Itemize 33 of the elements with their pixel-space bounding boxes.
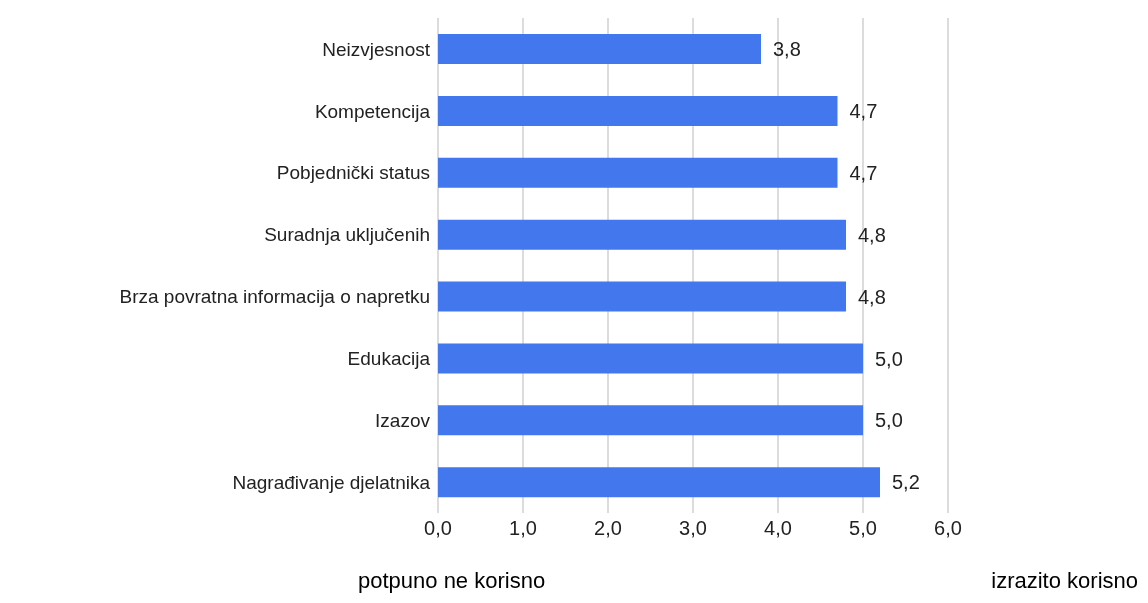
bar bbox=[438, 343, 863, 374]
data-label: 4,7 bbox=[849, 100, 878, 123]
bar bbox=[438, 281, 846, 312]
y-tick-label: Kompetencija bbox=[314, 100, 431, 122]
y-tick-label: Neizvjesnost bbox=[322, 38, 431, 60]
x-tick-label: 6,0 bbox=[934, 517, 962, 540]
data-label: 4,8 bbox=[858, 223, 886, 246]
x-tick-label: 5,0 bbox=[849, 517, 877, 540]
bar bbox=[438, 467, 880, 498]
x-tick-label: 1,0 bbox=[509, 517, 537, 540]
y-tick-label: Nagrađivanje djelatnika bbox=[232, 471, 431, 493]
data-label: 3,8 bbox=[773, 38, 801, 61]
x-tick-label: 2,0 bbox=[594, 517, 622, 540]
y-tick-label: Pobjednički status bbox=[276, 162, 430, 184]
x-tick-label: 4,0 bbox=[764, 517, 792, 540]
data-label: 5,0 bbox=[875, 347, 903, 370]
x-tick-label: 3,0 bbox=[679, 517, 707, 540]
data-label: 4,8 bbox=[858, 285, 886, 308]
y-tick-label: Edukacija bbox=[347, 348, 431, 370]
data-label: 4,7 bbox=[849, 161, 878, 184]
data-label: 5,2 bbox=[892, 471, 920, 494]
bar bbox=[438, 405, 863, 436]
bar bbox=[438, 34, 761, 65]
y-tick-label: Brza povratna informacija o napretku bbox=[119, 286, 430, 308]
data-label: 5,0 bbox=[875, 409, 903, 432]
text: izrazito korisno bbox=[991, 568, 1138, 594]
bar bbox=[438, 95, 838, 126]
bar bbox=[438, 157, 838, 188]
text: potpuno ne korisno bbox=[358, 568, 546, 594]
x-tick-label: 0,0 bbox=[424, 517, 452, 540]
bar bbox=[438, 219, 846, 250]
y-tick-label: Suradnja uključenih bbox=[264, 224, 430, 246]
y-tick-label: Izazov bbox=[375, 409, 431, 431]
